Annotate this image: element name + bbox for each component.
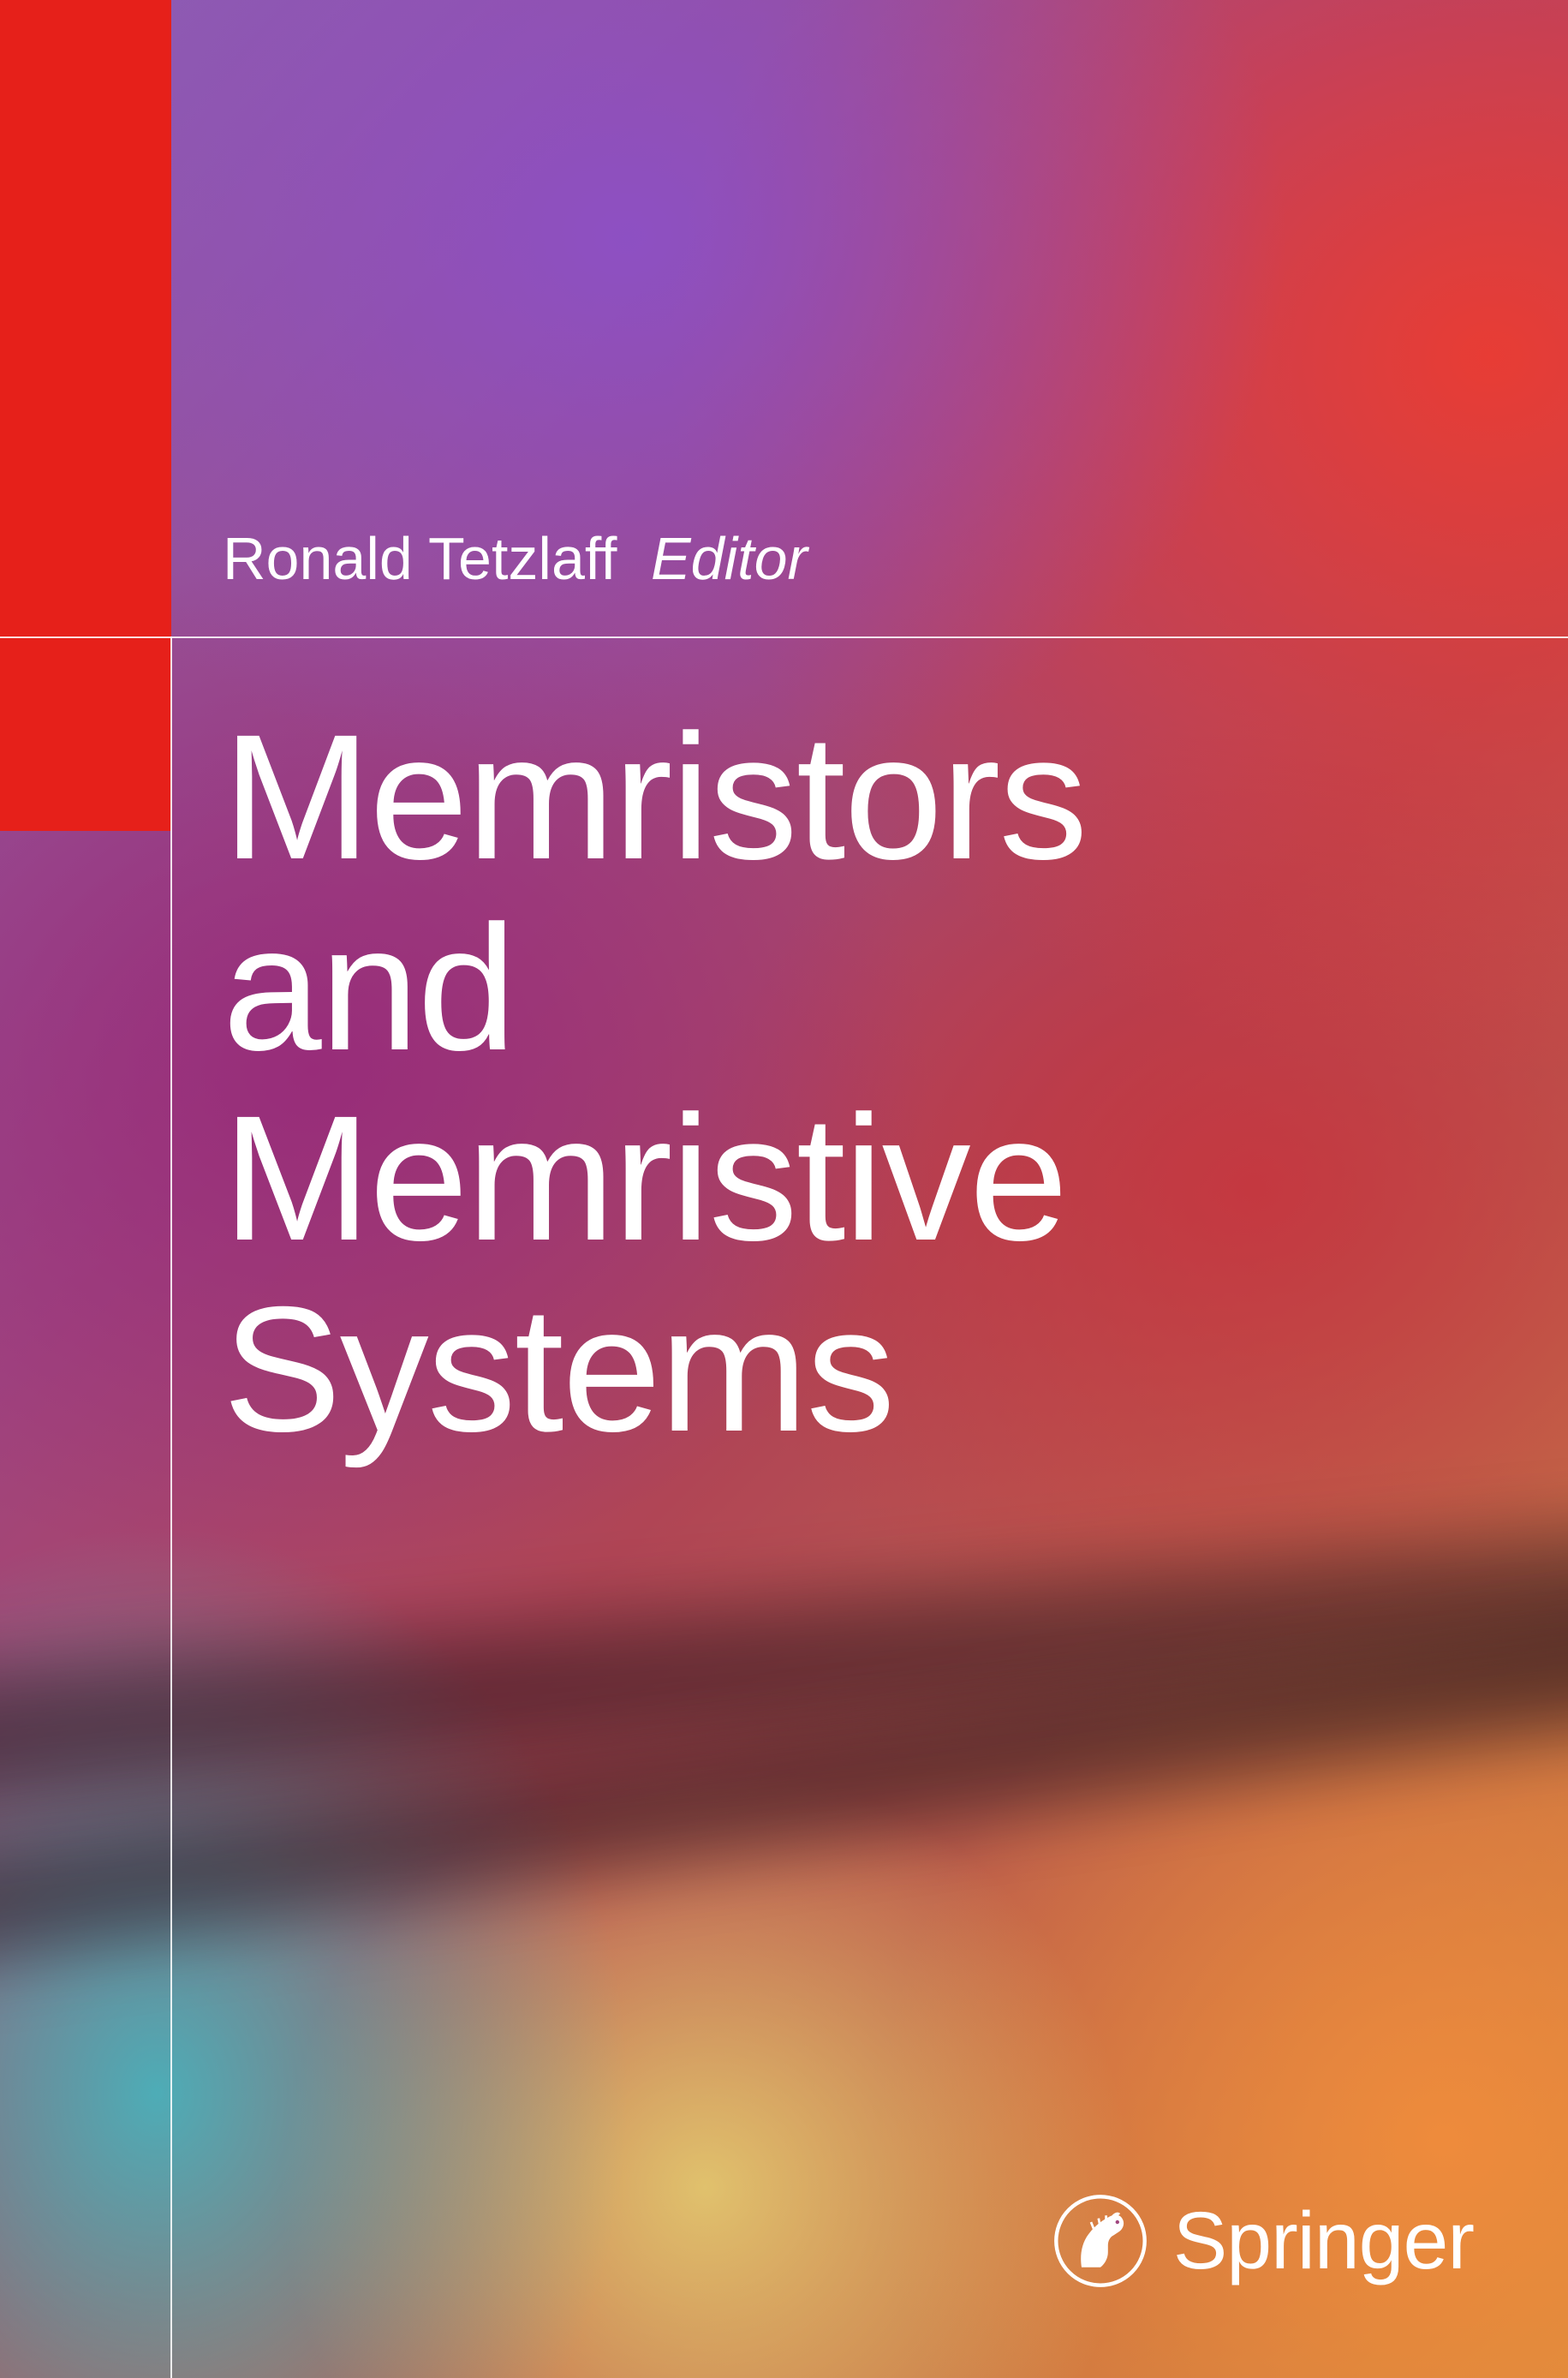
- publisher-block: Springer: [1053, 2194, 1474, 2288]
- editor-role: Editor: [651, 525, 808, 592]
- horizontal-rule: [0, 636, 1568, 638]
- vertical-rule: [170, 636, 172, 2378]
- publisher-name: Springer: [1173, 2195, 1474, 2288]
- spine-accent-bar: [0, 0, 171, 831]
- book-title: Memristors and Memristive Systems: [223, 702, 1086, 1465]
- editor-line: Ronald Tetzlaff Editor: [223, 524, 808, 593]
- editor-name: Ronald Tetzlaff: [223, 525, 617, 592]
- springer-horse-icon: [1053, 2194, 1148, 2288]
